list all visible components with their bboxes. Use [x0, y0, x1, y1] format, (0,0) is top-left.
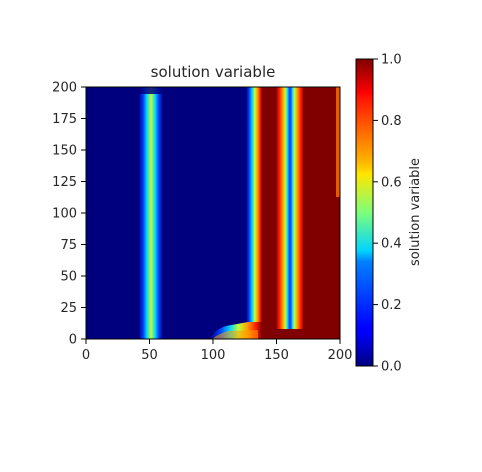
- y-tick-label: 25: [60, 301, 77, 316]
- colorbar-gradient: [355, 58, 374, 367]
- heatmap: [86, 87, 340, 339]
- left-band: [139, 87, 163, 339]
- y-tick-label: 100: [52, 207, 77, 222]
- x-tick-label: 50: [141, 348, 158, 363]
- colorbar: 0.0 0.2 0.4 0.6 0.8 1.0 solution variabl…: [355, 53, 423, 375]
- colorbar-tick-label: 1.0: [381, 53, 402, 68]
- y-tick-label: 0: [69, 333, 77, 348]
- y-tick-label: 75: [60, 238, 77, 253]
- x-axis: 0 50 100 150 200: [82, 339, 353, 363]
- colorbar-tick-label: 0.0: [381, 360, 402, 375]
- x-tick-label: 150: [264, 348, 289, 363]
- colorbar-tick-label: 0.4: [381, 237, 402, 252]
- colorbar-tick-label: 0.6: [381, 175, 402, 190]
- rising-front-left: [246, 87, 262, 339]
- chart-title: solution variable: [151, 63, 276, 81]
- x-tick-label: 200: [328, 348, 353, 363]
- high-region-2: [304, 87, 340, 339]
- y-axis: 0 25 50 75 100 125 150 175 200: [52, 81, 86, 348]
- band-top-fade: [139, 87, 163, 94]
- gap-band: [276, 87, 304, 339]
- x-tick-label: 100: [201, 348, 226, 363]
- y-tick-label: 200: [52, 81, 77, 96]
- high-region-1: [262, 87, 276, 339]
- right-edge-strip: [336, 87, 340, 197]
- x-tick-label: 0: [82, 348, 90, 363]
- colorbar-tick-label: 0.8: [381, 114, 402, 129]
- y-tick-label: 50: [60, 270, 77, 285]
- y-tick-label: 175: [52, 112, 77, 127]
- y-tick-label: 125: [52, 175, 77, 190]
- gap-bottom-fill: [276, 329, 304, 339]
- y-tick-label: 150: [52, 144, 77, 159]
- colorbar-label: solution variable: [408, 158, 423, 266]
- bottom-front-glow: [212, 330, 258, 339]
- colorbar-tick-label: 0.2: [381, 298, 402, 313]
